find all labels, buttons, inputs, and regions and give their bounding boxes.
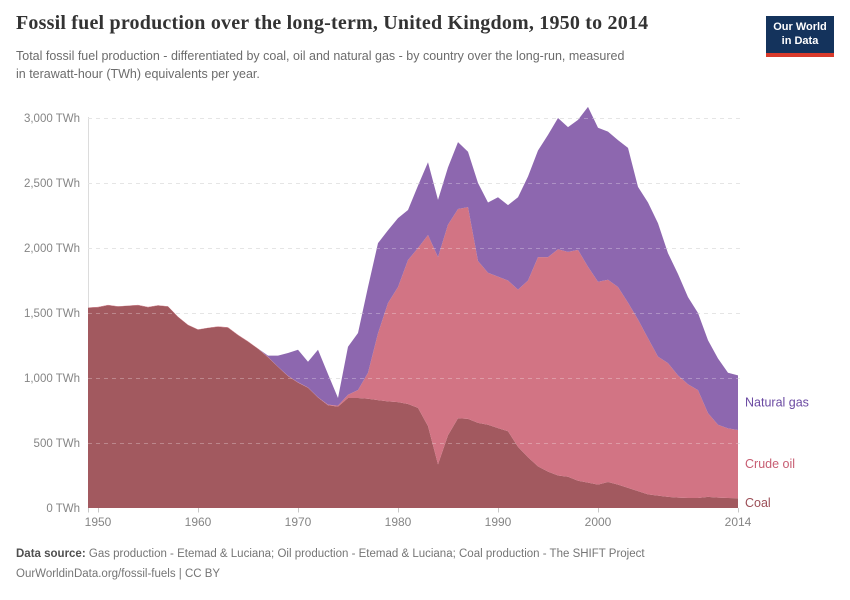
data-source-text: Gas production - Etemad & Luciana; Oil p… bbox=[88, 548, 645, 560]
data-source-line: Data source: Gas production - Etemad & L… bbox=[16, 544, 816, 564]
x-tick-label: 1950 bbox=[85, 515, 112, 529]
x-tick-label: 2000 bbox=[585, 515, 612, 529]
owid-logo-line1: Our World bbox=[773, 21, 827, 33]
y-tick-label: 0 TWh bbox=[46, 503, 80, 515]
x-tick-label: 1980 bbox=[385, 515, 412, 529]
chart-footer: Data source: Gas production - Etemad & L… bbox=[16, 544, 816, 585]
legend-label-natural-gas: Natural gas bbox=[745, 396, 809, 410]
page-title: Fossil fuel production over the long-ter… bbox=[16, 12, 649, 34]
footer-citation-link[interactable]: OurWorldinData.org/fossil-fuels | CC BY bbox=[16, 568, 221, 581]
x-tick-label: 2014 bbox=[725, 515, 752, 529]
y-tick-label: 1,500 TWh bbox=[24, 308, 80, 320]
chart-subtitle-line1: Total fossil fuel production - different… bbox=[16, 49, 625, 63]
y-tick-label: 3,000 TWh bbox=[24, 113, 80, 125]
chart-subtitle: Total fossil fuel production - different… bbox=[16, 47, 761, 83]
x-tick-label: 1990 bbox=[485, 515, 512, 529]
x-tick-label: 1960 bbox=[185, 515, 212, 529]
legend-label-crude-oil: Crude oil bbox=[745, 457, 795, 471]
area-crude-oil[interactable] bbox=[88, 207, 738, 499]
area-natural-gas[interactable] bbox=[88, 106, 738, 431]
y-tick-label: 1,000 TWh bbox=[24, 373, 80, 385]
chart-subtitle-line2: in terawatt-hour (TWh) equivalents per y… bbox=[16, 67, 260, 82]
owid-logo[interactable]: Our World in Data bbox=[766, 16, 834, 57]
x-tick-label: 1970 bbox=[285, 515, 312, 529]
y-tick-label: 2,500 TWh bbox=[24, 178, 80, 190]
area-coal[interactable] bbox=[88, 305, 738, 508]
owid-logo-line2: in Data bbox=[781, 34, 819, 47]
y-tick-label: 2,000 TWh bbox=[24, 243, 80, 255]
y-tick-label: 500 TWh bbox=[34, 438, 80, 450]
chart-svg[interactable]: 1950 1960 1970 1980 1990 2000 2014 0 TWh 500 TWh… bbox=[0, 95, 850, 540]
data-source-label: Data source: bbox=[16, 548, 86, 560]
legend-label-coal: Coal bbox=[745, 496, 771, 510]
